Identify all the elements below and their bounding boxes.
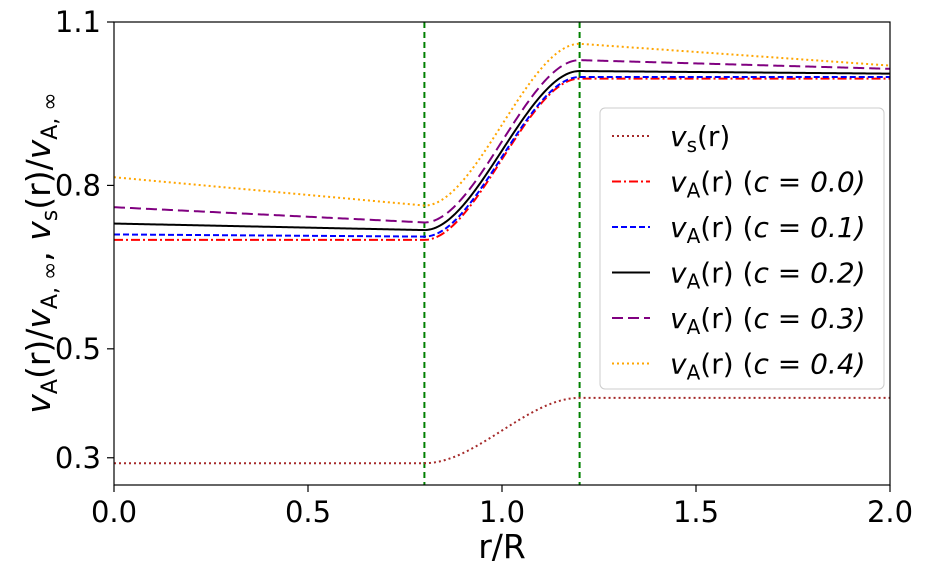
x-tick-label: 1.0 (479, 495, 525, 529)
y-label-v1: v (19, 394, 58, 414)
legend-label-4: vA(r) (c = 0.3) (670, 302, 866, 339)
x-axis-ticks: 0.0 0.5 1.0 1.5 2.0 (91, 485, 913, 529)
y-label-v3: v (19, 221, 58, 241)
y-label-comma: , (19, 241, 58, 262)
x-tick-label: 0.0 (91, 495, 137, 529)
x-tick-label: 2.0 (867, 495, 913, 529)
x-tick-label: 1.5 (673, 495, 719, 529)
legend-label-1: vA(r) (c = 0.0) (670, 166, 866, 203)
vertical-reference-lines (423, 22, 581, 485)
y-axis-ticks: 0.3 0.5 0.8 1.1 (55, 5, 114, 475)
series-line-0 (114, 396, 890, 465)
y-tick-label: 1.1 (55, 5, 101, 39)
legend-label-5: vA(r) (c = 0.4) (670, 348, 866, 385)
series-line-4 (113, 59, 891, 224)
y-tick-label: 0.3 (55, 441, 101, 475)
y-label-sub2: A, ∞ (38, 262, 63, 309)
x-axis-label: r/R (478, 527, 526, 566)
y-tick-label: 0.5 (55, 332, 101, 366)
y-axis-label: vA(r)/vA, ∞, vs(r)/vA, ∞ (19, 92, 63, 413)
legend-label-0: vs(r) (670, 120, 730, 157)
series-line-2 (113, 76, 890, 238)
series-line-1 (114, 77, 890, 241)
legend: vs(r) vA(r) (c = 0.0) vA(r) (c = 0.1) vA(r)… (599, 107, 885, 390)
y-label-mid3: (r)/ (19, 158, 58, 209)
y-label-v4: v (19, 139, 58, 159)
y-tick-label: 0.8 (55, 168, 101, 202)
legend-label-3: vA(r) (c = 0.2) (670, 257, 866, 294)
y-label-sub1: A (38, 379, 63, 394)
y-label-mid1: (r)/ (19, 328, 58, 379)
series-lines (113, 42, 891, 465)
x-tick-label: 0.5 (285, 495, 331, 529)
legend-box (599, 107, 885, 390)
y-label-sub3: s (38, 210, 63, 221)
y-label-v2: v (19, 309, 58, 329)
series-line-3 (113, 70, 891, 232)
y-label-sub4: A, ∞ (38, 92, 63, 139)
legend-label-2: vA(r) (c = 0.1) (670, 211, 866, 248)
